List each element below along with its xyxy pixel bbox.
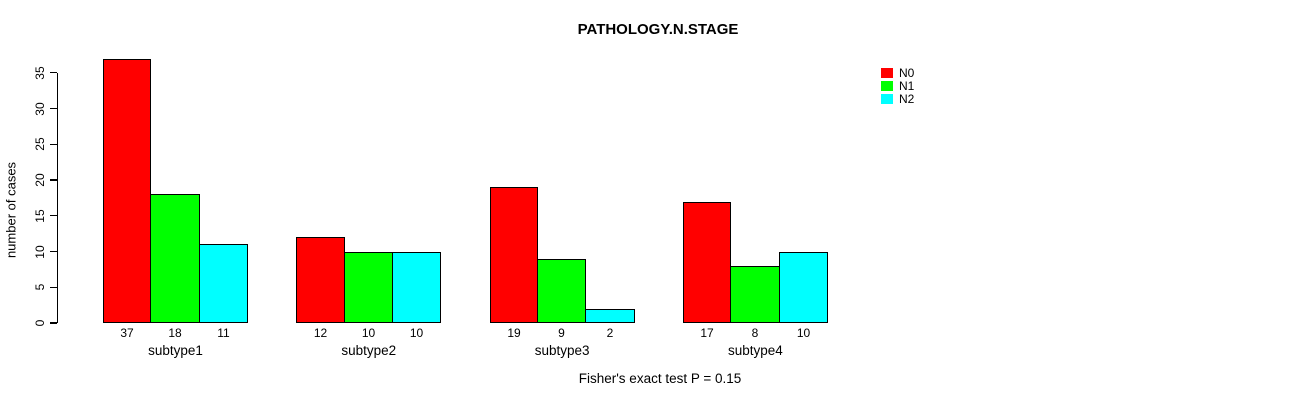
legend-item-N1: N1 [881,79,914,92]
bar-subtype2-N1 [344,252,393,323]
y-tick-mark [49,108,57,110]
legend-item-N0: N0 [881,66,914,79]
y-tick-mark [49,322,57,324]
y-tick-mark [49,286,57,288]
y-axis-line [56,72,58,323]
legend-label: N0 [899,65,915,80]
y-tick-label: 10 [33,244,47,259]
bar-value-label: 11 [217,326,230,340]
y-tick-mark [49,215,57,217]
bar-value-label: 19 [507,326,521,340]
bar-value-label: 10 [796,326,811,340]
category-label-subtype3: subtype3 [534,343,590,358]
bar-value-label: 10 [361,326,376,340]
legend-item-N2: N2 [881,93,914,106]
bar-subtype2-N2 [392,252,441,323]
y-tick-label: 30 [33,101,47,116]
bar-subtype3-N1 [537,259,586,323]
y-tick-mark [49,250,57,253]
bar-subtype4-N0 [683,202,731,323]
bar-value-label: 8 [751,326,759,340]
bar-subtype1-N0 [103,59,151,323]
y-tick-label: 0 [33,319,47,327]
y-tick-mark [49,179,57,181]
bar-subtype4-N1 [730,266,780,323]
bar-subtype4-N2 [779,252,828,323]
y-tick-mark [49,143,57,145]
bar-value-label: 2 [606,326,614,340]
y-tick-label: 35 [33,66,47,80]
bar-value-label: 17 [700,326,714,340]
bar-value-label: 9 [558,326,565,340]
category-label-subtype4: subtype4 [727,343,783,358]
bar-subtype1-N1 [150,194,200,323]
legend-swatch-N0 [881,67,893,78]
bar-value-label: 12 [313,326,328,340]
bar-subtype3-N2 [585,309,635,323]
chart-title: PATHOLOGY.N.STAGE [577,21,739,38]
y-axis-label: number of cases [3,161,19,259]
category-label-subtype2: subtype2 [341,343,397,358]
bar-subtype1-N2 [199,244,248,323]
bar-subtype2-N0 [296,237,345,323]
y-tick-label: 15 [33,209,47,223]
y-tick-label: 20 [33,173,47,187]
category-label-subtype1: subtype1 [148,343,203,358]
legend-swatch-N1 [881,81,893,92]
bar-value-label: 18 [168,326,182,340]
legend: N0 N1 N2 [881,66,914,106]
bar-value-label: 10 [409,326,424,340]
y-tick-mark [49,72,57,74]
legend-label: N2 [899,92,915,107]
y-tick-label: 25 [33,137,47,151]
annotation-text: Fisher's exact test P = 0.15 [578,371,742,386]
legend-swatch-N2 [881,94,893,105]
bar-value-label: 37 [120,326,134,340]
bar-subtype3-N0 [490,187,538,323]
legend-label: N1 [899,79,915,94]
y-tick-label: 5 [33,283,47,291]
